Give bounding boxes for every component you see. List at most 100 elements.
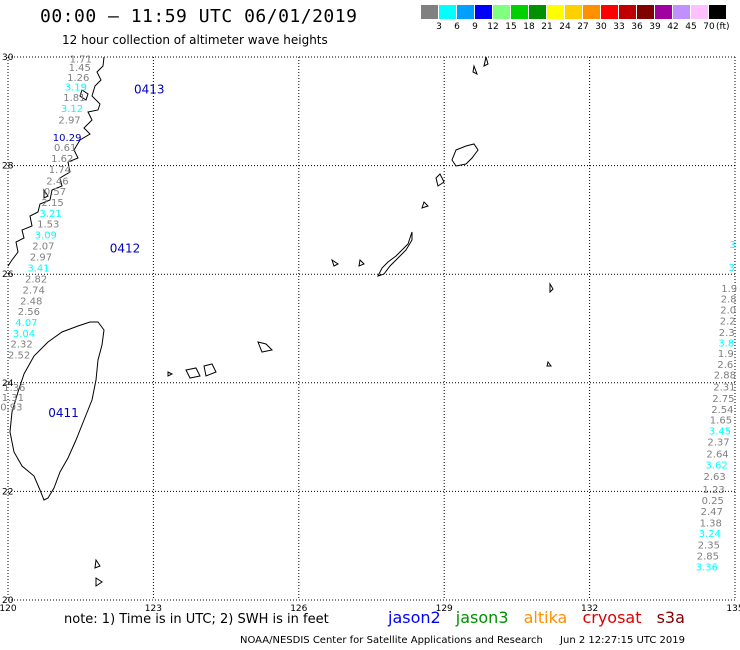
coast-islet (79, 89, 89, 101)
scale-label: 3 (436, 22, 442, 32)
wave-height-value: 2.32 (10, 340, 32, 351)
ishigaki-island (203, 363, 217, 377)
scale-swatch (529, 5, 546, 19)
wave-height-value: 2.75 (712, 394, 734, 405)
footnote: note: 1) Time is in UTC; 2) SWH is in fe… (64, 612, 329, 627)
scale-label: 15 (505, 22, 517, 32)
wave-height-value: 3.8 (718, 339, 734, 350)
okinawa-island (377, 231, 413, 277)
scale-swatch (565, 5, 582, 19)
scale-swatch (547, 5, 564, 19)
lat-tick-label: 26 (2, 270, 14, 280)
wave-height-value: 2.3 (719, 328, 735, 339)
lon-tick-label: 132 (581, 604, 598, 614)
lat-tick-label: 22 (2, 487, 13, 497)
wave-height-value: 2.2 (720, 316, 736, 327)
wave-height-value: 1.31 (2, 393, 24, 404)
scale-label: 21 (541, 22, 553, 32)
wave-height-value: 1.9 (721, 284, 737, 295)
credit-timestamp: Jun 2 12:27:15 UTC 2019 (560, 635, 685, 646)
tokunoshima-island (435, 173, 445, 187)
credit-org: NOAA/NESDIS Center for Satellite Applica… (240, 635, 543, 646)
lat-tick-label: 28 (2, 162, 14, 172)
wave-height-value: 1.45 (69, 63, 91, 74)
wave-height-value: 2.97 (30, 252, 52, 263)
yonaguni-island (167, 371, 174, 377)
scale-swatch (673, 5, 690, 19)
wave-height-value: 1.26 (67, 73, 89, 84)
wave-height-value: 2.52 (8, 351, 30, 362)
scale-swatch (493, 5, 510, 19)
legend-s3a: s3a (656, 608, 685, 627)
axis-labels: 120 123 126 129 132 135 30 28 26 24 22 20 (0, 53, 740, 614)
scale-swatch (475, 5, 492, 19)
scale-label: 18 (523, 22, 535, 32)
pass-labels: 0413 0412 0411 (48, 83, 164, 421)
wave-height-value: 2.88 (714, 371, 736, 382)
wave-height-value: 0.61 (54, 143, 76, 154)
miyako-island (257, 341, 274, 353)
wave-height-value: 1.9 (718, 349, 734, 360)
wave-height-value: 3.24 (699, 529, 721, 540)
wave-height-value: 2.47 (701, 507, 723, 518)
babuyan-island (95, 577, 103, 587)
wave-height-value: 2.64 (706, 449, 728, 460)
iriomote-island (185, 367, 201, 379)
wave-height-value: 1.62 (51, 154, 73, 165)
wave-height-value: 2.6 (717, 360, 733, 371)
wave-height-value: 3.09 (35, 231, 57, 242)
wave-height-value: 1.71 (70, 55, 92, 66)
wave-height-value: 2.48 (20, 296, 42, 307)
coast-islet (43, 188, 49, 199)
wave-height-value: 2.97 (58, 115, 80, 126)
wave-height-value: 0.93 (0, 403, 22, 414)
tanegashima-island (472, 64, 478, 76)
scale-label: 36 (631, 22, 643, 32)
pass-number-label: 0413 (134, 83, 165, 97)
wave-height-value: 2.37 (707, 437, 729, 448)
scale-swatch (691, 5, 708, 19)
kyushu-fragment (483, 56, 489, 67)
wave-height-value: 1.36 (3, 383, 25, 394)
wave-height-value: 3.21 (40, 209, 62, 220)
wave-height-value: 1.23 (703, 485, 725, 496)
wave-height-value: 3 (728, 263, 734, 274)
wave-height-value: 10.29 (53, 133, 82, 144)
scale-label: 45 (685, 22, 697, 32)
wave-height-value: 3.45 (709, 427, 731, 438)
scale-label: 30 (595, 22, 607, 32)
satellite-legend: jason2 jason3 altika cryosat s3a (388, 608, 695, 627)
oki-daito-island (546, 360, 552, 367)
wave-height-value: 2.82 (25, 275, 47, 286)
scale-swatch (511, 5, 528, 19)
legend-jason3: jason3 (455, 608, 509, 627)
lon-tick-label: 126 (290, 604, 307, 614)
scale-swatch (619, 5, 636, 19)
map-frame (7, 56, 736, 601)
wave-height-value: 0.25 (702, 496, 724, 507)
wave-height-value: 3.62 (705, 460, 727, 471)
scale-swatch (709, 5, 726, 19)
map-subtitle: 12 hour collection of altimeter wave hei… (62, 33, 328, 47)
lon-tick-label: 135 (726, 604, 740, 614)
wave-height-value: 2.85 (697, 551, 719, 562)
scale-swatch (637, 5, 654, 19)
wave-height-value: 2.56 (18, 307, 40, 318)
wave-height-value: 2.31 (713, 383, 735, 394)
wave-height-value: 1.65 (710, 416, 732, 427)
legend-jason2: jason2 (388, 608, 441, 627)
wave-height-value: 1.53 (37, 220, 59, 231)
wave-height-value: 3.41 (27, 264, 49, 275)
pass-number-label: 0412 (110, 242, 141, 256)
mainland-coast (7, 56, 105, 267)
taiwan-island (9, 321, 105, 501)
okinoerabu-island (421, 201, 429, 209)
scale-swatch (439, 5, 456, 19)
lat-tick-label: 30 (2, 53, 14, 63)
lon-tick-label: 120 (0, 604, 17, 614)
wave-height-value: 2.8 (721, 295, 737, 306)
wave-height-values: 1.711.451.263.191.813.122.9710.290.611.6… (0, 55, 737, 574)
map-title: 00:00 – 11:59 UTC 06/01/2019 (40, 6, 358, 27)
wave-height-value: 1.74 (49, 165, 71, 176)
